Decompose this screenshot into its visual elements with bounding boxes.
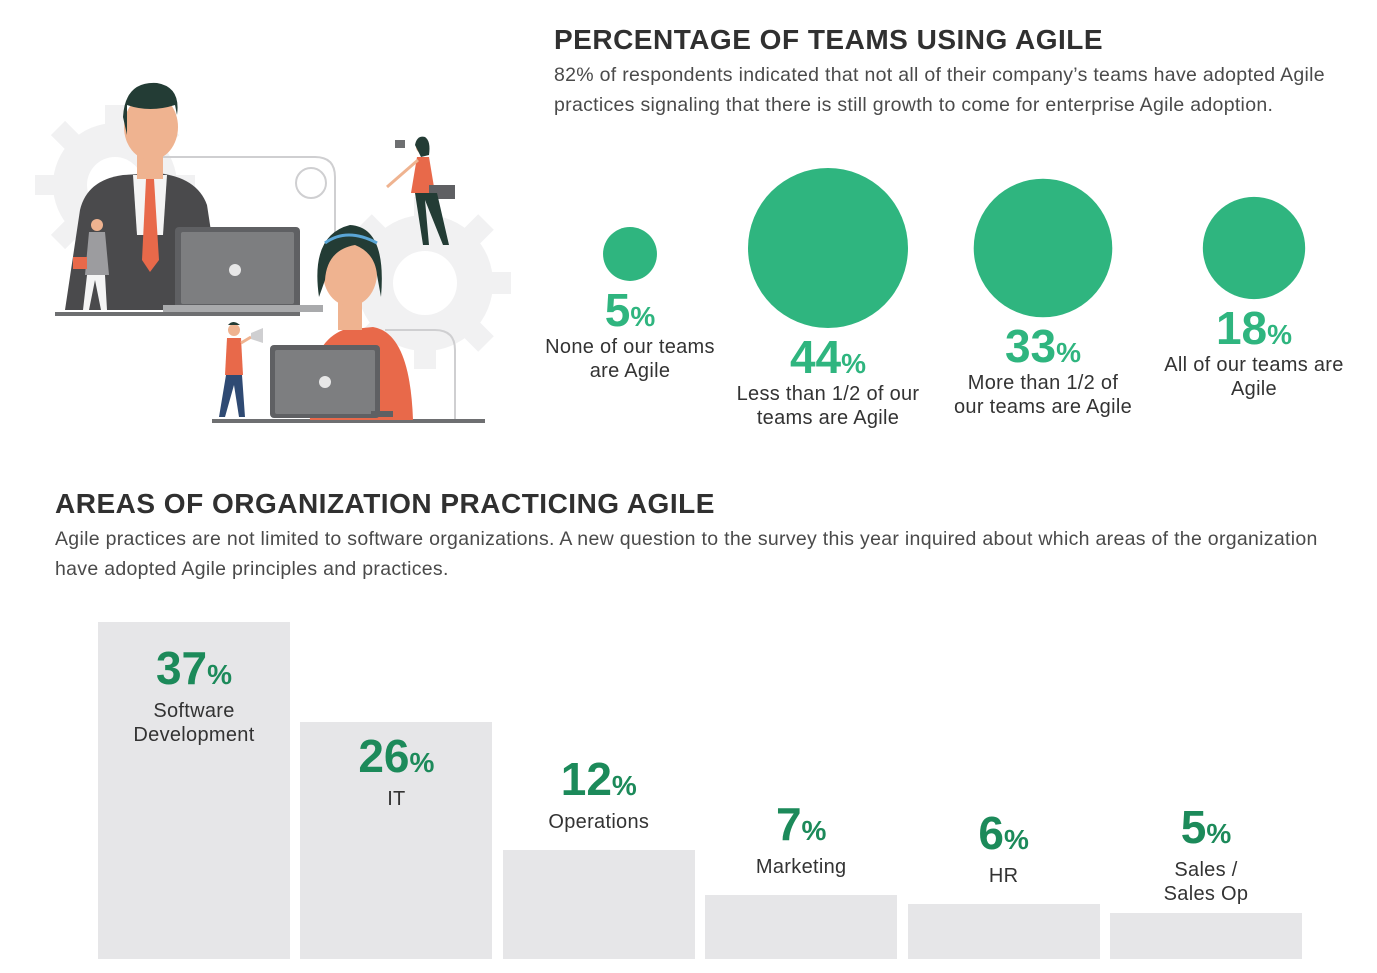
bubble-value-label: 18%: [1174, 305, 1334, 358]
bubble-category-label: None of our teams are Agile: [545, 335, 715, 382]
bar: [1110, 913, 1302, 959]
bubble-category-label: All of our teams are Agile: [1164, 354, 1344, 401]
bar-label-group: 37% Software Development: [98, 644, 290, 747]
percent-symbol: %: [1206, 818, 1232, 850]
man-with-book-icon: [73, 219, 109, 310]
bar-label-group: 7% Marketing: [705, 800, 897, 879]
bar-value-number: 12: [560, 752, 612, 805]
bubble-2: [973, 178, 1113, 318]
bar-value-label: 37%: [98, 644, 290, 699]
woman-sitting-with-laptop-icon: [386, 136, 455, 245]
percent-symbol: %: [1267, 319, 1293, 351]
section-1-description: 82% of respondents indicated that not al…: [554, 64, 1325, 116]
person-with-megaphone-icon: [219, 322, 263, 417]
bar-value-label: 7%: [705, 800, 897, 855]
bubble-category-label: Less than 1/2 of our teams are Agile: [736, 383, 920, 429]
bubble-3: [1202, 196, 1306, 300]
bubble-value-label: 5%: [550, 287, 710, 340]
bar: [705, 895, 898, 959]
bar-category-label: HR: [988, 865, 1019, 888]
bar: [502, 849, 695, 959]
bubble-1: [748, 168, 908, 328]
bubble-value-number: 18: [1215, 302, 1268, 355]
section-1-title: PERCENTAGE OF TEAMS USING AGILE: [554, 24, 1104, 55]
bar-value-label: 12%: [503, 755, 695, 810]
percent-symbol: %: [801, 815, 827, 847]
section-2-description: Agile practices are not limited to softw…: [55, 528, 1318, 580]
bar-value-number: 6: [978, 807, 1004, 860]
percent-symbol: %: [1056, 337, 1082, 369]
bar: [300, 722, 493, 959]
bar-value-number: 7: [775, 798, 802, 851]
percent-symbol: %: [611, 769, 637, 801]
bar-category-label: IT: [387, 788, 406, 811]
bar-category-label: Operations: [548, 810, 650, 833]
bar: [907, 904, 1100, 959]
bubble-value-number: 33: [1004, 320, 1057, 373]
bar-label-group: 26% IT: [300, 732, 492, 811]
percent-symbol: %: [841, 348, 867, 379]
percent-symbol: %: [1003, 824, 1029, 856]
bar-value-label: 26%: [300, 732, 492, 787]
percent-symbol: %: [630, 300, 656, 332]
bar-value-number: 37: [155, 642, 208, 694]
bubble-value-number: 44: [789, 331, 842, 383]
bar-value-label: 6%: [908, 809, 1100, 864]
bar-label-group: 12% Operations: [503, 755, 695, 834]
bar-category-label: Sales / Sales Op: [1163, 859, 1249, 906]
bubble-value-label: 44%: [748, 334, 908, 387]
percent-symbol: %: [409, 747, 435, 779]
percent-symbol: %: [207, 659, 233, 690]
bar-label-group: 5% Sales / Sales Op: [1110, 803, 1302, 906]
bubble-chart: [603, 168, 1306, 328]
bubble-value-number: 5: [604, 283, 631, 336]
office-illustration: [35, 82, 511, 423]
bar-category-label: Software Development: [133, 700, 255, 746]
bubble-0: [603, 227, 657, 281]
bar-value-number: 5: [1180, 801, 1207, 854]
bar-label-group: 6% HR: [908, 809, 1100, 888]
section-2-title: AREAS OF ORGANIZATION PRACTICING AGILE: [55, 488, 715, 519]
bar-value-number: 26: [358, 730, 410, 783]
woman-with-laptop-icon: [270, 225, 413, 420]
bubble-category-label: More than 1/2 of our teams are Agile: [953, 372, 1132, 419]
bar: [98, 622, 290, 959]
bar-category-label: Marketing: [755, 856, 847, 879]
bubble-value-label: 33%: [963, 323, 1123, 376]
bar-value-label: 5%: [1110, 803, 1302, 858]
